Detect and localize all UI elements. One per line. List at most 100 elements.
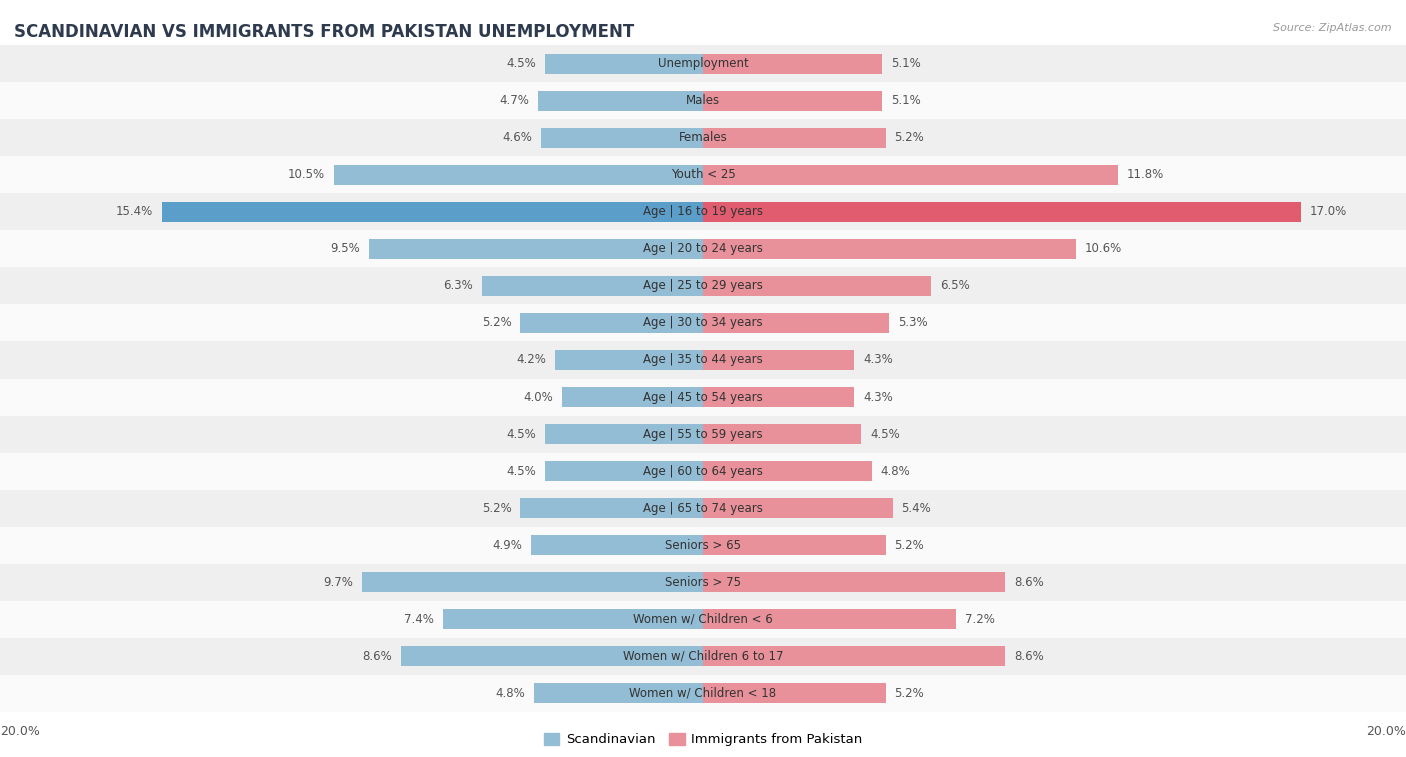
Bar [0, 304, 1406, 341]
Text: 4.5%: 4.5% [506, 58, 536, 70]
Text: Age | 30 to 34 years: Age | 30 to 34 years [643, 316, 763, 329]
Bar [703, 165, 1118, 185]
Bar [0, 45, 1406, 83]
Text: 5.2%: 5.2% [894, 687, 924, 699]
Bar [703, 128, 886, 148]
Bar [534, 683, 703, 703]
Text: 5.4%: 5.4% [901, 502, 931, 515]
Bar [520, 498, 703, 519]
Text: 15.4%: 15.4% [115, 205, 153, 219]
Text: 9.7%: 9.7% [323, 575, 353, 588]
Text: 4.9%: 4.9% [492, 538, 522, 552]
Text: 9.5%: 9.5% [330, 242, 360, 255]
Bar [703, 387, 855, 407]
Text: 5.3%: 5.3% [898, 316, 928, 329]
Text: 5.2%: 5.2% [894, 132, 924, 145]
Bar [703, 350, 855, 370]
Bar [703, 572, 1005, 592]
Text: Age | 35 to 44 years: Age | 35 to 44 years [643, 354, 763, 366]
Text: 5.1%: 5.1% [891, 95, 921, 107]
Text: 10.5%: 10.5% [288, 169, 325, 182]
Text: Age | 25 to 29 years: Age | 25 to 29 years [643, 279, 763, 292]
Text: Age | 55 to 59 years: Age | 55 to 59 years [643, 428, 763, 441]
Text: Women w/ Children 6 to 17: Women w/ Children 6 to 17 [623, 650, 783, 662]
Text: Youth < 25: Youth < 25 [671, 169, 735, 182]
Bar [703, 535, 886, 555]
Text: 4.2%: 4.2% [517, 354, 547, 366]
Bar [555, 350, 703, 370]
Bar [703, 238, 1076, 259]
Text: 4.0%: 4.0% [524, 391, 554, 403]
Bar [520, 313, 703, 333]
Text: Age | 20 to 24 years: Age | 20 to 24 years [643, 242, 763, 255]
Bar [0, 416, 1406, 453]
Text: 10.6%: 10.6% [1084, 242, 1122, 255]
Text: 6.3%: 6.3% [443, 279, 472, 292]
Bar [0, 490, 1406, 527]
Bar [703, 54, 883, 74]
Bar [0, 230, 1406, 267]
Text: SCANDINAVIAN VS IMMIGRANTS FROM PAKISTAN UNEMPLOYMENT: SCANDINAVIAN VS IMMIGRANTS FROM PAKISTAN… [14, 23, 634, 41]
Text: Males: Males [686, 95, 720, 107]
Text: 4.5%: 4.5% [870, 428, 900, 441]
Text: Seniors > 65: Seniors > 65 [665, 538, 741, 552]
Bar [537, 91, 703, 111]
Bar [546, 424, 703, 444]
Bar [531, 535, 703, 555]
Bar [368, 238, 703, 259]
Bar [703, 313, 889, 333]
Text: 6.5%: 6.5% [941, 279, 970, 292]
Bar [335, 165, 703, 185]
Text: 7.4%: 7.4% [405, 612, 434, 625]
Text: 4.3%: 4.3% [863, 354, 893, 366]
Text: 7.2%: 7.2% [965, 612, 994, 625]
Text: 8.6%: 8.6% [1014, 650, 1043, 662]
Text: 4.3%: 4.3% [863, 391, 893, 403]
Legend: Scandinavian, Immigrants from Pakistan: Scandinavian, Immigrants from Pakistan [538, 727, 868, 752]
Bar [443, 609, 703, 629]
Bar [401, 646, 703, 666]
Bar [0, 637, 1406, 674]
Bar [363, 572, 703, 592]
Text: Seniors > 75: Seniors > 75 [665, 575, 741, 588]
Bar [162, 202, 703, 222]
Text: 4.6%: 4.6% [503, 132, 533, 145]
Text: 4.7%: 4.7% [499, 95, 529, 107]
Text: Source: ZipAtlas.com: Source: ZipAtlas.com [1274, 23, 1392, 33]
Text: Unemployment: Unemployment [658, 58, 748, 70]
Text: 20.0%: 20.0% [1367, 724, 1406, 737]
Bar [562, 387, 703, 407]
Bar [703, 91, 883, 111]
Bar [541, 128, 703, 148]
Bar [0, 378, 1406, 416]
Bar [703, 609, 956, 629]
Text: 5.1%: 5.1% [891, 58, 921, 70]
Bar [703, 276, 932, 296]
Text: 20.0%: 20.0% [0, 724, 39, 737]
Bar [546, 461, 703, 481]
Text: Age | 45 to 54 years: Age | 45 to 54 years [643, 391, 763, 403]
Bar [0, 267, 1406, 304]
Text: 4.8%: 4.8% [496, 687, 526, 699]
Text: Age | 16 to 19 years: Age | 16 to 19 years [643, 205, 763, 219]
Text: 17.0%: 17.0% [1309, 205, 1347, 219]
Bar [0, 341, 1406, 378]
Text: 5.2%: 5.2% [482, 502, 512, 515]
Text: 4.5%: 4.5% [506, 428, 536, 441]
Bar [703, 461, 872, 481]
Text: 4.8%: 4.8% [880, 465, 910, 478]
Bar [0, 563, 1406, 600]
Text: 5.2%: 5.2% [482, 316, 512, 329]
Bar [703, 683, 886, 703]
Text: Women w/ Children < 6: Women w/ Children < 6 [633, 612, 773, 625]
Bar [0, 453, 1406, 490]
Bar [546, 54, 703, 74]
Text: 5.2%: 5.2% [894, 538, 924, 552]
Bar [703, 202, 1301, 222]
Bar [0, 194, 1406, 230]
Text: 4.5%: 4.5% [506, 465, 536, 478]
Text: 8.6%: 8.6% [1014, 575, 1043, 588]
Text: 11.8%: 11.8% [1126, 169, 1164, 182]
Bar [0, 674, 1406, 712]
Text: 8.6%: 8.6% [363, 650, 392, 662]
